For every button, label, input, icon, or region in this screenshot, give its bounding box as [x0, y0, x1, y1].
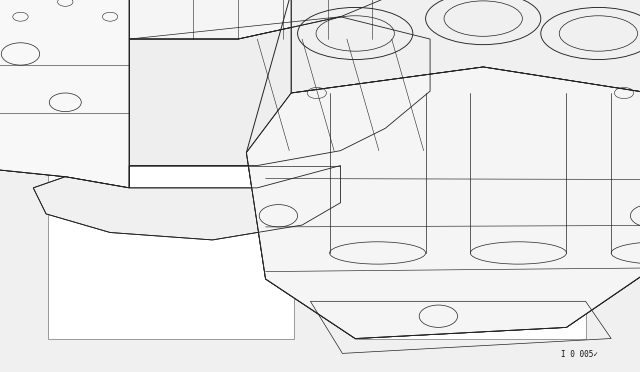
Text: 10102: 10102 — [118, 14, 151, 24]
Polygon shape — [33, 166, 340, 240]
Text: I 0 005✓: I 0 005✓ — [561, 350, 598, 359]
Bar — [355, 52, 586, 339]
Polygon shape — [291, 0, 640, 93]
Polygon shape — [129, 0, 430, 39]
Text: 10103: 10103 — [406, 14, 439, 24]
Bar — [48, 33, 294, 339]
Polygon shape — [246, 67, 640, 339]
Polygon shape — [246, 0, 640, 339]
Polygon shape — [0, 0, 430, 203]
Polygon shape — [0, 0, 129, 188]
Polygon shape — [129, 17, 430, 188]
